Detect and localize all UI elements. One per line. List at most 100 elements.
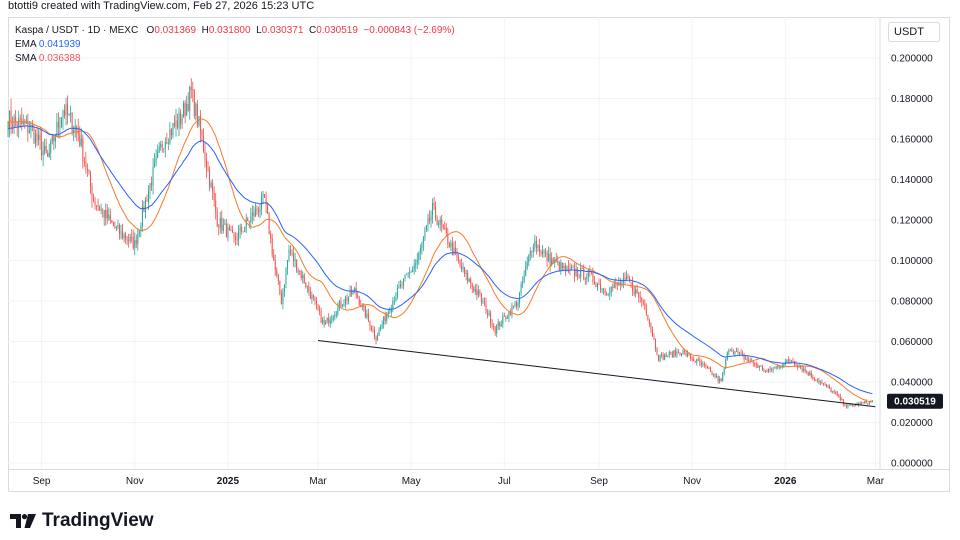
candle-body [10, 110, 12, 125]
candle-body [470, 279, 472, 285]
candle [729, 348, 731, 352]
candle-body [540, 251, 542, 254]
candle-body [815, 379, 817, 381]
candle [442, 224, 444, 230]
candle [161, 140, 163, 153]
sma-row[interactable]: SMA 0.036388 [15, 52, 455, 66]
candle-body [386, 314, 388, 321]
candle-body [134, 240, 136, 249]
candle [239, 223, 241, 239]
candle [233, 232, 235, 243]
candle-body [642, 301, 644, 303]
candle [514, 300, 516, 308]
candle [277, 273, 279, 286]
candle [241, 223, 243, 235]
candle [22, 114, 24, 127]
candle-body [311, 295, 313, 299]
candle-body [725, 359, 727, 369]
candle-body [746, 358, 748, 360]
candle [286, 259, 288, 275]
candle-body [552, 258, 554, 264]
candle [743, 352, 745, 363]
candle [180, 109, 182, 130]
candle-body [48, 152, 50, 157]
candle-body [222, 224, 224, 231]
candle-body [296, 259, 298, 272]
candle-body [861, 402, 863, 404]
candle [706, 365, 708, 369]
candle [193, 89, 195, 119]
candle [256, 205, 258, 216]
brand-name: TradingView [42, 510, 154, 531]
candle-body [251, 212, 253, 217]
candle [482, 298, 484, 304]
candle-body [853, 404, 855, 406]
candle [816, 378, 818, 383]
candle [228, 224, 230, 232]
candle-body [228, 227, 230, 230]
candle-body [622, 277, 624, 283]
candle-body [789, 360, 791, 362]
symbol-label[interactable]: Kaspa / USDT · 1D · MEXC [15, 25, 139, 36]
candle [548, 246, 550, 263]
candle [468, 277, 470, 283]
brand-logo[interactable]: TradingView [10, 510, 154, 532]
candle-body [83, 161, 85, 163]
candle [141, 199, 143, 232]
candle [480, 292, 482, 306]
candle-body [201, 131, 203, 136]
time-axis[interactable]: Sep Nov 2025 Mar May Jul Sep Nov 2026 Mar [33, 476, 885, 487]
candle [598, 278, 600, 285]
candle-body [697, 359, 699, 361]
candle-body [633, 290, 635, 295]
candle-body [62, 110, 64, 118]
candle-body [199, 116, 201, 132]
candle [748, 356, 750, 362]
candle-body [146, 199, 148, 202]
candle-body [827, 386, 829, 388]
candle [490, 310, 492, 328]
candle [303, 272, 305, 284]
candle-body [131, 236, 133, 238]
candle-body [512, 305, 514, 307]
candle-body [593, 281, 595, 284]
price-axis[interactable]: 0.000000 0.020000 0.040000 0.060000 0.080000… [891, 54, 933, 470]
time-tick-label: Mar [309, 476, 327, 487]
candle [792, 357, 794, 363]
candle-body [372, 329, 374, 331]
chart-frame[interactable] [8, 17, 950, 492]
candle-body [16, 121, 18, 127]
ema-row[interactable]: EMA 0.041939 [15, 38, 455, 52]
candle [201, 129, 203, 142]
candle-body [780, 366, 782, 368]
candle-body [571, 267, 573, 269]
candle [848, 404, 850, 406]
candle [629, 275, 631, 283]
candle [757, 363, 759, 369]
candle-body [82, 138, 84, 162]
candle-body [392, 301, 394, 309]
candle [270, 230, 272, 244]
candle-body [34, 133, 36, 144]
price-tick-label: 0.080000 [891, 297, 933, 308]
candle-body [768, 368, 770, 372]
candle-body [462, 267, 464, 270]
candle [726, 351, 728, 361]
candle [331, 314, 333, 325]
candle-body [85, 162, 87, 170]
candle [158, 142, 160, 154]
candle-body [572, 267, 574, 268]
candle [511, 302, 513, 319]
candle [89, 170, 91, 195]
candle [412, 266, 414, 273]
candle [580, 262, 582, 283]
currency-button[interactable]: USDT [888, 22, 940, 42]
candle-body [787, 359, 789, 361]
support-trendline[interactable] [317, 339, 876, 408]
candle [390, 304, 392, 317]
candle [147, 185, 149, 210]
candle [57, 112, 59, 138]
candle [450, 239, 452, 251]
candle [183, 100, 185, 118]
